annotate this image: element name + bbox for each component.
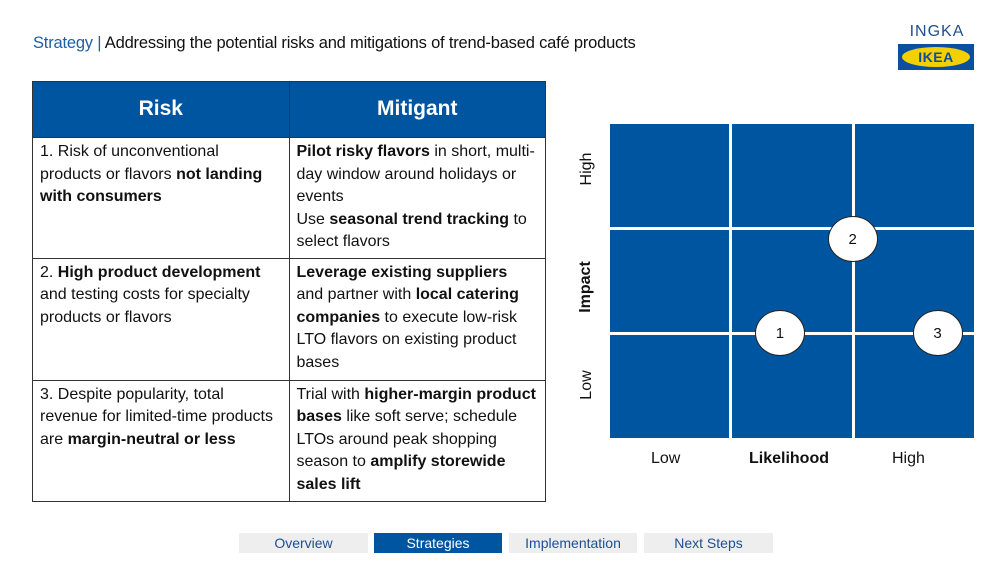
ingka-logo-text: INGKA <box>909 23 965 40</box>
bold-text: higher-margin product bases <box>296 385 536 426</box>
mitigant-cell: Leverage existing suppliers and partner … <box>288 257 546 381</box>
matrix-cell-impact-high-likelihood-high <box>854 124 974 227</box>
risk-marker-2: 2 <box>827 216 878 263</box>
risk-mitigant-table: Risk Mitigant 1. Risk of unconventional … <box>32 81 546 502</box>
bold-text: not landing with consumers <box>40 165 263 206</box>
matrix-cell-impact-medium-likelihood-low <box>610 229 730 333</box>
matrix-cell-impact-low-likelihood-low <box>610 335 730 438</box>
text: 2. <box>40 263 58 281</box>
bold-text: amplify storewide sales lift <box>296 453 506 493</box>
risk-header: Risk <box>32 81 290 138</box>
table-row: 1. Risk of unconventional products or fl… <box>32 137 546 259</box>
mitigant-cell: Pilot risky flavors in short, multi-day … <box>288 137 546 259</box>
section-label: Strategy | <box>33 34 102 52</box>
bold-text: local catering companies <box>296 286 519 326</box>
x-axis-title: Likelihood <box>749 450 829 467</box>
text: in short, multi-day window around holida… <box>296 143 535 205</box>
table-header-row: Risk Mitigant <box>32 81 546 138</box>
text: like soft serve; schedule LTOs around pe… <box>296 408 518 470</box>
bold-text: Leverage existing suppliers <box>296 263 508 281</box>
bold-text: High product development <box>57 263 261 281</box>
ikea-logo: IKEA <box>898 44 974 70</box>
tab-implementation[interactable]: Implementation <box>509 533 637 553</box>
matrix-cell-impact-low-likelihood-high <box>854 335 974 438</box>
text: and partner with <box>296 286 416 303</box>
tab-strategies[interactable]: Strategies <box>374 533 502 553</box>
ikea-logo-text: IKEA <box>902 47 970 67</box>
text: to select flavors <box>296 210 527 251</box>
text: to execute low-risk LTO flavors on exist… <box>296 308 518 371</box>
risk-cell: 3. Despite popularity, total revenue for… <box>32 379 290 502</box>
matrix-cell-impact-high-likelihood-medium <box>732 124 852 227</box>
y-axis-title: Impact <box>577 261 594 313</box>
text: Use <box>296 210 330 228</box>
tab-overview[interactable]: Overview <box>239 533 368 553</box>
x-axis-low-label: Low <box>651 450 681 467</box>
bold-text: Pilot risky flavors <box>296 143 430 160</box>
text: and testing costs for specialty products… <box>40 286 250 326</box>
bold-text: seasonal trend tracking <box>329 210 510 228</box>
risk-cell: 2. High product development and testing … <box>32 257 290 381</box>
text: 1. Risk of unconventional products or fl… <box>40 143 219 183</box>
bold-text: margin-neutral or less <box>67 430 236 448</box>
mitigant-cell: Trial with higher-margin product bases l… <box>288 379 546 502</box>
page-title: Strategy | Addressing the potential risk… <box>33 34 636 53</box>
table-row: 3. Despite popularity, total revenue for… <box>32 379 546 502</box>
tab-next-steps[interactable]: Next Steps <box>644 533 773 553</box>
title-text: Addressing the potential risks and mitig… <box>101 34 636 52</box>
y-axis-low-label: Low <box>578 370 595 400</box>
y-axis-high-label: High <box>578 152 595 186</box>
table-row: 2. High product development and testing … <box>32 257 546 381</box>
risk-cell: 1. Risk of unconventional products or fl… <box>32 137 290 259</box>
text: Trial with <box>296 385 365 403</box>
risk-marker-1: 1 <box>754 310 805 357</box>
mitigant-header: Mitigant <box>288 81 546 138</box>
x-axis-high-label: High <box>892 450 925 467</box>
matrix-cell-impact-high-likelihood-low <box>610 124 730 227</box>
company-logo: INGKA IKEA <box>898 24 976 70</box>
text: 3. Despite popularity, total revenue for… <box>40 385 273 448</box>
risk-marker-3: 3 <box>912 310 963 357</box>
